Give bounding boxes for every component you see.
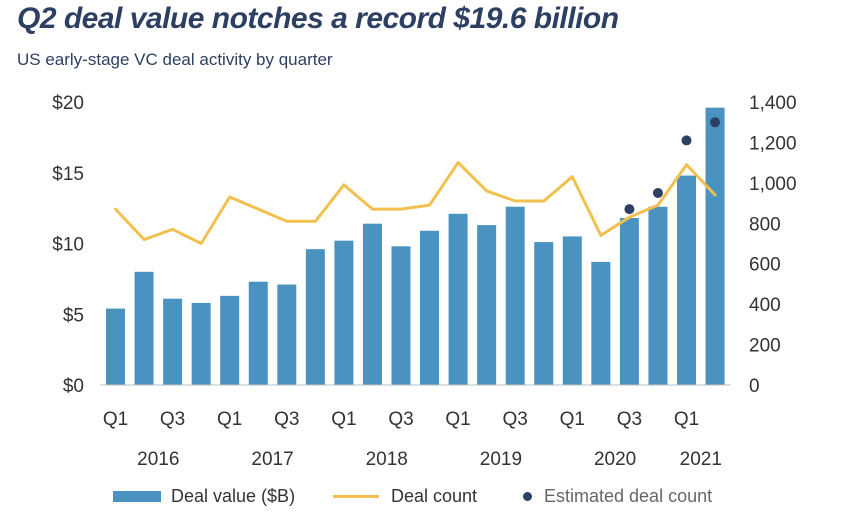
left-tick-label: $20	[52, 93, 84, 114]
right-tick-label: 200	[749, 336, 781, 357]
left-tick-label: $10	[52, 235, 84, 256]
point-deal-count	[599, 233, 603, 237]
bar-deal-value	[677, 175, 696, 385]
point-deal-count	[513, 199, 517, 203]
point-estimated-deal-count	[681, 135, 692, 146]
bar-deal-value	[448, 213, 468, 385]
point-deal-count	[171, 227, 175, 231]
bar-deal-value	[648, 206, 668, 385]
legend-label-deal-count: Deal count	[391, 486, 478, 506]
right-tick-label: 0	[749, 376, 760, 397]
bar-deal-value	[191, 302, 211, 385]
point-deal-count	[542, 199, 546, 203]
x-tick-label: Q3	[617, 409, 642, 430]
point-deal-count	[285, 219, 289, 223]
right-tick-label: 1,200	[749, 133, 797, 154]
point-deal-count	[114, 207, 117, 211]
point-deal-count	[485, 189, 489, 193]
chart-title: Q2 deal value notches a record $19.6 bil…	[17, 2, 619, 35]
right-tick-label: 1,400	[749, 93, 797, 114]
point-deal-count	[713, 193, 717, 197]
x-tick-label: Q1	[674, 409, 699, 430]
legend-swatch-dot	[523, 492, 532, 501]
chart-legend: Deal value ($B) Deal count Estimated dea…	[0, 486, 849, 512]
point-deal-count	[256, 207, 260, 211]
x-year-label: 2019	[480, 449, 522, 470]
left-tick-label: $15	[52, 164, 84, 185]
legend-item-deal-count: Deal count	[333, 486, 477, 507]
point-estimated-deal-count	[652, 187, 663, 198]
bar-deal-value	[134, 271, 154, 385]
point-deal-count	[142, 237, 146, 241]
right-tick-label: 600	[749, 255, 781, 276]
bar-deal-value	[248, 281, 268, 385]
bar-deal-value	[534, 242, 554, 385]
point-deal-count	[627, 215, 631, 219]
point-deal-count	[342, 183, 346, 187]
point-deal-count	[570, 175, 574, 179]
point-deal-count	[199, 242, 203, 245]
bar-deal-value	[619, 218, 639, 385]
legend-item-deal-value: Deal value ($B)	[113, 486, 295, 507]
x-year-label: 2018	[366, 449, 408, 470]
bar-deal-value	[277, 284, 297, 385]
bar-deal-value	[163, 298, 183, 385]
chart-plot: $0 $5 $10 $15 $20 0 200 400 600 800 1,000 1,200 1,4…	[52, 93, 797, 470]
bar-deal-value	[391, 246, 411, 385]
bar-deal-value	[334, 240, 354, 385]
x-tick-label: Q1	[103, 409, 128, 430]
legend-label-deal-value: Deal value ($B)	[171, 486, 296, 506]
legend-swatch-line	[333, 495, 379, 498]
bar-deal-value	[591, 261, 611, 385]
x-tick-label: Q1	[331, 409, 356, 430]
bar-deal-value	[420, 230, 440, 385]
bar-deal-value	[305, 249, 325, 385]
point-deal-count	[313, 219, 317, 223]
right-tick-label: 800	[749, 214, 781, 235]
line-deal-count	[114, 161, 717, 245]
legend-item-estimated: Estimated deal count	[521, 486, 712, 507]
right-tick-label: 400	[749, 295, 781, 316]
point-deal-count	[456, 161, 460, 165]
left-tick-label: $0	[63, 376, 84, 397]
x-year-label: 2021	[680, 449, 722, 470]
x-tick-label: Q3	[503, 409, 528, 430]
x-tick-label: Q3	[388, 409, 413, 430]
point-deal-count	[228, 195, 232, 199]
legend-swatch-bar	[113, 491, 161, 502]
bar-deal-value	[505, 206, 525, 385]
bar-deal-value	[106, 308, 125, 385]
x-tick-label: Q1	[445, 409, 470, 430]
left-tick-label: $5	[63, 305, 84, 326]
right-tick-label: 1,000	[749, 174, 797, 195]
x-tick-label: Q1	[217, 409, 242, 430]
bar-deal-value	[477, 225, 497, 385]
x-year-label: 2017	[251, 449, 293, 470]
legend-label-estimated: Estimated deal count	[544, 486, 713, 506]
bar-deal-value	[220, 295, 240, 385]
bar-deal-value	[362, 223, 382, 385]
bar-deal-value	[705, 107, 725, 385]
x-tick-label: Q3	[160, 409, 185, 430]
point-deal-count	[399, 207, 403, 211]
point-deal-count	[370, 207, 374, 211]
point-deal-count	[685, 163, 688, 167]
x-tick-label: Q1	[560, 409, 585, 430]
bar-deal-value	[562, 236, 582, 385]
chart-subtitle: US early-stage VC deal activity by quart…	[17, 50, 333, 69]
point-deal-count	[428, 203, 432, 207]
point-estimated-deal-count	[710, 117, 721, 128]
x-tick-label: Q3	[274, 409, 299, 430]
point-deal-count	[656, 203, 660, 207]
x-year-label: 2016	[137, 449, 179, 470]
point-estimated-deal-count	[624, 204, 635, 215]
x-year-label: 2020	[594, 449, 636, 470]
